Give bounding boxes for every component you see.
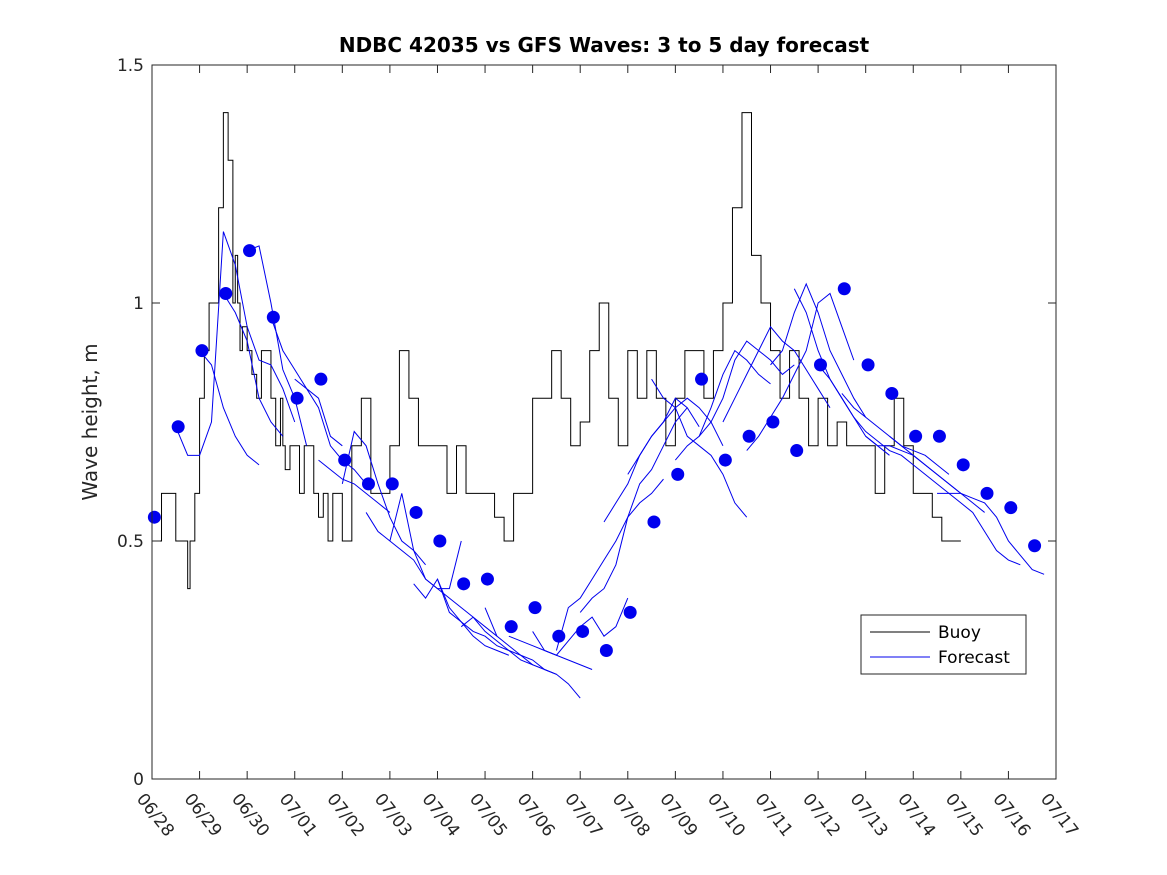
- forecast-marker: [623, 605, 637, 619]
- forecast-run-6: [318, 459, 391, 513]
- forecast-run-3: [246, 245, 308, 446]
- chart-title: NDBC 42035 vs GFS Waves: 3 to 5 day fore…: [339, 33, 870, 57]
- forecast-marker: [457, 577, 471, 591]
- y-tick-label: 1: [133, 294, 144, 314]
- forecast-marker: [361, 477, 375, 491]
- forecast-marker: [742, 429, 756, 443]
- forecast-marker: [171, 420, 185, 434]
- forecast-marker: [409, 505, 423, 519]
- y-axis-label: Wave height, m: [78, 343, 102, 500]
- forecast-run-23: [722, 325, 831, 423]
- forecast-run-13: [484, 607, 581, 699]
- forecast-marker: [909, 429, 923, 443]
- forecast-run-0: [175, 231, 296, 456]
- forecast-marker: [1028, 539, 1042, 553]
- forecast-marker: [504, 620, 518, 634]
- forecast-marker: [790, 444, 804, 458]
- forecast-marker: [837, 282, 851, 296]
- y-axis: 0 0.5 1 1.5: [117, 56, 1056, 790]
- axes-box: [151, 64, 1057, 780]
- forecast-marker: [766, 415, 780, 429]
- forecast-marker: [314, 372, 328, 386]
- forecast-run-30: [889, 435, 985, 513]
- forecast-run-20: [651, 378, 748, 518]
- forecast-run-25: [770, 282, 867, 418]
- forecast-run-12: [460, 616, 557, 675]
- forecast-marker: [290, 391, 304, 405]
- forecast-marker: [695, 372, 709, 386]
- legend-box: [860, 614, 1027, 675]
- forecast-marker: [932, 429, 946, 443]
- forecast-run-7: [341, 430, 426, 566]
- forecast-marker: [956, 458, 970, 472]
- forecast-marker: [385, 477, 399, 491]
- forecast-marker: [885, 386, 899, 400]
- forecast-run-31: [912, 464, 1021, 566]
- buoy-series: [152, 112, 961, 590]
- forecast-marker: [480, 572, 494, 586]
- forecast-run-16: [555, 478, 664, 651]
- forecast-marker: [552, 629, 566, 643]
- y-tick-label: 0.5: [117, 532, 144, 552]
- forecast-marker: [813, 358, 827, 372]
- forecast-marker: [338, 453, 352, 467]
- forecast-marker: [1004, 501, 1018, 515]
- forecast-run-8: [365, 512, 462, 590]
- legend: Buoy Forecast: [860, 614, 1027, 675]
- legend-forecast-label: Forecast: [938, 648, 1010, 668]
- forecast-marker: [266, 310, 280, 324]
- forecast-run-17: [579, 407, 688, 613]
- forecast-marker: [718, 453, 732, 467]
- forecast-marker: [576, 624, 590, 638]
- legend-buoy-label: Buoy: [938, 623, 981, 643]
- forecast-marker: [528, 601, 542, 615]
- forecast-run-5: [294, 378, 367, 485]
- forecast-marker: [219, 286, 233, 300]
- forecast-marker: [861, 358, 875, 372]
- forecast-marker: [243, 244, 257, 258]
- forecast-marker: [671, 467, 685, 481]
- forecast-marker: [433, 534, 447, 548]
- forecast-marker: [599, 643, 613, 657]
- y-tick-label: 1.5: [117, 56, 144, 76]
- forecast-run-1: [199, 350, 260, 466]
- forecast-run-2: [222, 293, 284, 437]
- forecast-marker: [980, 486, 994, 500]
- forecast-run-24: [746, 292, 855, 451]
- forecast-marker: [147, 510, 161, 524]
- forecast-run-22: [698, 340, 795, 437]
- forecast-run-27: [817, 364, 914, 466]
- y-tick-label: 0: [133, 770, 144, 790]
- forecast-run-32: [937, 492, 1045, 575]
- forecast-run-21: [674, 349, 771, 461]
- forecast-marker: [195, 344, 209, 358]
- plot-area: [147, 112, 1045, 699]
- forecast-marker: [647, 515, 661, 529]
- forecast-run-11: [437, 578, 533, 666]
